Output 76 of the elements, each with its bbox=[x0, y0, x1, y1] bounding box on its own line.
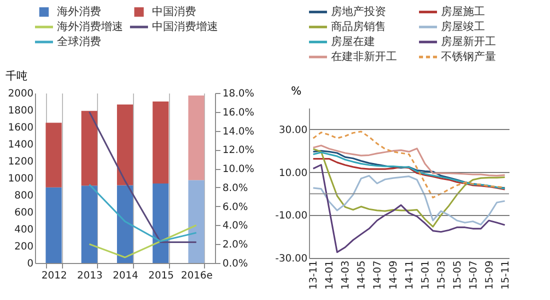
line-series bbox=[312, 130, 506, 198]
legend-label: 全球消费 bbox=[57, 35, 101, 48]
y2-tick-label: 2.0% bbox=[222, 240, 248, 251]
legend-label: 不锈钢产量 bbox=[441, 50, 496, 63]
y-tick-label: 1000 bbox=[8, 174, 34, 184]
x-tick-label: 15-07 bbox=[468, 260, 480, 290]
bar bbox=[46, 122, 62, 188]
legend-label: 房屋新开工 bbox=[441, 35, 496, 48]
x-tick-label: 2014 bbox=[112, 270, 138, 282]
x-tick-label: 15-11 bbox=[500, 260, 512, 290]
x-tick-label: 2013 bbox=[77, 270, 103, 282]
y-tick-label: -30.00 bbox=[275, 254, 308, 264]
y2-tick-label: 0.0% bbox=[222, 258, 248, 270]
y-tick-label: 200 bbox=[14, 242, 34, 252]
x-tick-label: 13-11 bbox=[308, 260, 320, 290]
y-tick-label: -10.00 bbox=[275, 210, 308, 222]
y-axis-title: 千吨 bbox=[6, 70, 28, 82]
legend-label: 在建非新开工 bbox=[331, 50, 397, 63]
y-tick-label: 1800 bbox=[8, 106, 34, 116]
bar bbox=[152, 184, 169, 263]
x-tick-label: 15-03 bbox=[436, 260, 448, 290]
y2-tick-label: 18.0% bbox=[222, 88, 254, 100]
y2-tick-label: 10.0% bbox=[222, 164, 254, 176]
x-tick-label: 2016e bbox=[180, 270, 213, 282]
y-tick-label: 600 bbox=[14, 208, 34, 218]
bar bbox=[81, 110, 98, 186]
y-tick-label: 0 bbox=[27, 258, 34, 270]
y-tick-label: 800 bbox=[14, 190, 34, 202]
x-tick-label: 14-11 bbox=[404, 260, 416, 290]
line-series bbox=[312, 164, 506, 254]
bar bbox=[116, 104, 134, 186]
line-series bbox=[312, 174, 506, 226]
y-tick-label: 1600 bbox=[8, 122, 34, 134]
line-series bbox=[312, 148, 506, 228]
y2-tick-label: 6.0% bbox=[222, 202, 248, 213]
bar bbox=[81, 186, 98, 263]
y-tick-label: 30.00 bbox=[278, 124, 308, 136]
legend-label: 中国消费 bbox=[152, 5, 196, 18]
x-tick-label: 14-01 bbox=[324, 260, 336, 290]
y-tick-label: 2000 bbox=[8, 88, 34, 100]
y-tick-label: 1400 bbox=[8, 140, 34, 150]
legend-label: 海外消费增速 bbox=[57, 20, 123, 33]
x-tick-label: 14-05 bbox=[356, 260, 368, 290]
y2-tick-label: 16.0% bbox=[222, 107, 254, 118]
x-tick-label: 14-09 bbox=[388, 260, 400, 290]
legend-label: 房屋施工 bbox=[441, 5, 485, 18]
y-tick-label: 1200 bbox=[8, 156, 34, 168]
legend-label: 商品房销售 bbox=[331, 20, 386, 33]
bar bbox=[188, 180, 204, 263]
legend-label: 房屋在建 bbox=[331, 35, 375, 48]
x-tick-label: 15-05 bbox=[452, 260, 464, 290]
x-tick-label: 14-07 bbox=[372, 260, 384, 290]
y-axis-title: % bbox=[291, 84, 302, 98]
x-tick-label: 14-03 bbox=[340, 260, 352, 290]
line-series bbox=[88, 224, 198, 258]
legend-label: 房屋竣工 bbox=[441, 20, 485, 33]
x-tick-label: 15-09 bbox=[484, 260, 496, 290]
x-tick-label: 2015 bbox=[148, 270, 174, 282]
y-tick-label: 10.00 bbox=[278, 168, 308, 179]
y2-tick-label: 12.0% bbox=[222, 145, 254, 156]
bar bbox=[188, 96, 204, 180]
line-series bbox=[312, 158, 506, 190]
legend-label: 中国消费增速 bbox=[152, 20, 218, 33]
y2-tick-label: 4.0% bbox=[222, 220, 248, 232]
bar bbox=[152, 102, 169, 184]
bar bbox=[116, 185, 134, 263]
line-series bbox=[88, 184, 198, 242]
legend-label: 房地产投资 bbox=[331, 5, 386, 18]
y2-tick-label: 8.0% bbox=[222, 182, 248, 194]
legend-label: 海外消费 bbox=[57, 5, 101, 18]
y-tick-label: 400 bbox=[14, 224, 34, 236]
x-tick-label: 15-01 bbox=[420, 260, 432, 290]
line-series bbox=[312, 144, 506, 177]
y2-tick-label: 14.0% bbox=[222, 126, 254, 138]
bar bbox=[46, 187, 62, 263]
x-tick-label: 2012 bbox=[41, 270, 67, 282]
